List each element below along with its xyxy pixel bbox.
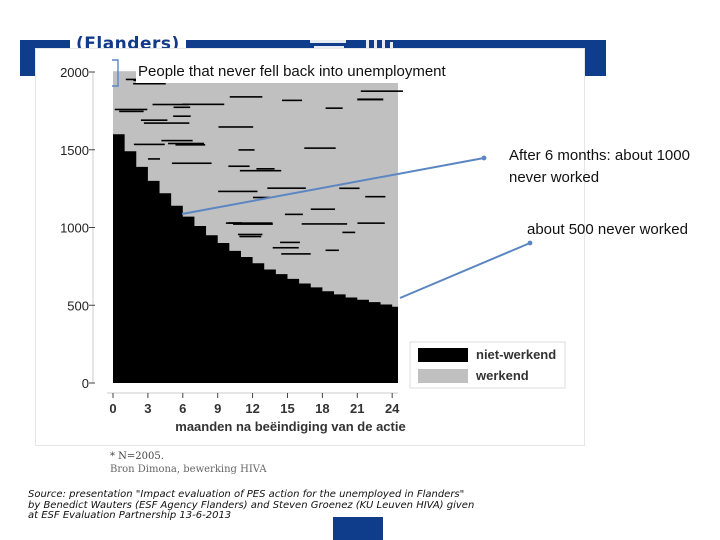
arrow-500-head [527, 240, 533, 246]
individual-spell-mark [325, 107, 343, 109]
individual-spell-mark [175, 144, 206, 146]
y-tick-label-1500: 1500 [60, 143, 89, 158]
individual-spell-mark [168, 142, 205, 145]
individual-spell-mark [365, 195, 386, 198]
individual-spell-mark [253, 196, 271, 199]
individual-spell-mark [272, 246, 299, 249]
legend-swatch-niet-werkend [418, 348, 468, 362]
individual-spell-mark [357, 98, 384, 101]
arrow-500 [399, 242, 531, 299]
individual-spell-mark [161, 139, 193, 142]
header-band-gap [0, 40, 20, 76]
individual-spell-mark [256, 168, 275, 170]
source-citation: Source: presentation "Impact evaluation … [28, 489, 475, 521]
individual-spell-mark [281, 99, 303, 102]
individual-spell-mark [238, 149, 255, 151]
individual-spell-mark [280, 241, 300, 244]
individual-spell-mark [182, 103, 225, 106]
individual-spell-mark [225, 222, 273, 224]
individual-spell-mark [360, 90, 403, 92]
x-tick-label-21: 21 [350, 401, 364, 416]
x-tick-label-0: 0 [109, 401, 116, 416]
y-tick-label-2000: 2000 [60, 65, 89, 80]
individual-spell-mark [218, 126, 254, 128]
x-tick-label-6: 6 [179, 401, 186, 416]
individual-spell-mark [339, 187, 360, 190]
x-tick-label-9: 9 [214, 401, 221, 416]
x-tick-label-18: 18 [315, 401, 329, 416]
individual-spell-mark [143, 122, 190, 124]
legend-swatch-werkend [418, 369, 468, 383]
individual-spell-mark [173, 106, 191, 109]
x-tick-label-24: 24 [385, 401, 400, 416]
individual-spell-mark [133, 143, 165, 146]
x-tick-label-12: 12 [245, 401, 259, 416]
data-source-note: Bron Dimona, bewerking HIVA [110, 464, 267, 475]
individual-spell-mark [133, 82, 166, 85]
y-tick-label-0: 0 [82, 376, 89, 391]
x-tick-label-3: 3 [144, 401, 151, 416]
arrow-6-months [181, 157, 485, 215]
callout-after-6-months: After 6 months: about 1000 never worked [509, 147, 690, 186]
callout-bracket [112, 59, 119, 87]
individual-spell-mark [267, 187, 306, 189]
individual-spell-mark [233, 223, 273, 225]
individual-spell-mark [325, 249, 339, 252]
individual-spell-mark [171, 162, 212, 165]
individual-spell-mark [228, 165, 250, 168]
individual-spell-mark [152, 103, 189, 106]
individual-spell-mark [114, 108, 148, 111]
individual-spell-mark [229, 96, 263, 98]
figure-note: * N=2005. Bron Dimona, bewerking HIVA [110, 450, 267, 476]
y-tick-label-1000: 1000 [60, 221, 89, 236]
y-tick-label-500: 500 [67, 298, 89, 313]
x-axis-title: maanden na beëindiging van de actie [175, 419, 405, 434]
footer-logo-box [333, 517, 383, 540]
individual-spell-mark [218, 190, 258, 193]
individual-spell-mark [357, 222, 385, 224]
arrow-6-months-head [481, 155, 487, 161]
individual-spell-mark [310, 208, 336, 211]
individual-spell-mark [281, 253, 311, 255]
individual-spell-mark [239, 169, 282, 172]
individual-spell-mark [284, 213, 303, 216]
individual-spell-mark [119, 110, 144, 113]
individual-spell-mark [237, 233, 263, 236]
individual-spell-mark [147, 158, 161, 160]
callout-never-unemployed: People that never fell back into unemplo… [136, 61, 448, 83]
area-niet-werkend [113, 134, 398, 383]
sample-size-note: * N=2005. [110, 451, 164, 462]
individual-spell-mark [342, 231, 356, 234]
legend-label-niet-werkend: niet-werkend [476, 347, 556, 362]
callout-500-never-worked: about 500 never worked [527, 221, 688, 238]
legend-label-werkend: werkend [475, 368, 529, 383]
individual-spell-mark [301, 223, 348, 225]
individual-spell-mark [173, 115, 191, 117]
individual-spell-mark [140, 119, 168, 121]
individual-spell-mark [239, 235, 262, 238]
individual-spell-mark [304, 147, 336, 149]
x-tick-label-15: 15 [280, 401, 294, 416]
